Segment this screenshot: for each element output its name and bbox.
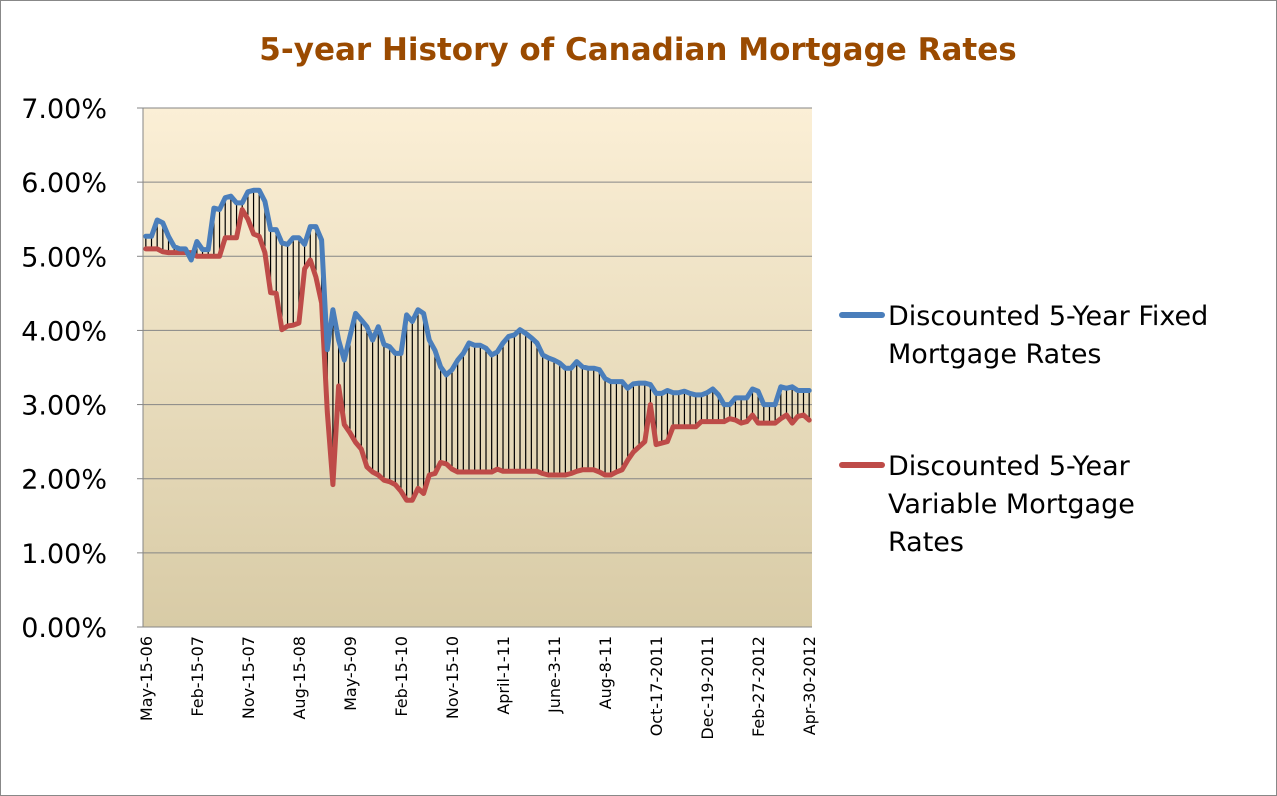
y-tick-label: 6.00% [21, 168, 107, 199]
drop-lines [145, 190, 810, 501]
y-tick-label: 3.00% [21, 391, 107, 422]
y-tick-label: 2.00% [21, 465, 107, 496]
legend-label: Mortgage Rates [888, 339, 1102, 370]
legend-label: Discounted 5-Year Fixed [888, 301, 1208, 332]
legend-entry-1: Discounted 5-Year Variable Mortgage Rates [839, 451, 1135, 558]
y-tick-label: 7.00% [21, 94, 107, 125]
x-tick-label: Feb-27-2012 [749, 636, 768, 737]
y-tick-label: 4.00% [21, 316, 107, 347]
x-tick-label: April-1-11 [494, 636, 513, 715]
x-tick-label: Oct-17-2011 [647, 636, 666, 736]
plot-area [143, 108, 812, 627]
series-line-0 [143, 187, 812, 408]
legend-label: Variable Mortgage [888, 489, 1135, 520]
x-axis-ticks: May-15-06 Feb-15-07 Nov-15-07 Aug-15-08 May-… [137, 636, 819, 740]
legend-label: Discounted 5-Year [888, 451, 1131, 482]
x-tick-label: Apr-30-2012 [800, 636, 819, 735]
y-tick-label: 0.00% [21, 613, 107, 644]
x-tick-label: May-15-06 [137, 636, 156, 721]
series-lines [143, 187, 812, 503]
y-tick-label: 1.00% [21, 539, 107, 570]
x-tick-label: Aug-8-11 [596, 636, 615, 709]
x-tick-label: Aug-15-08 [290, 636, 309, 720]
legend-entry-0: Discounted 5-Year Fixed Mortgage Rates [839, 301, 1208, 370]
chart-title: 5-year History of Canadian Mortgage Rate… [259, 32, 1016, 68]
gridlines [137, 107, 812, 628]
x-tick-label: Feb-15-10 [392, 636, 411, 717]
y-axis-ticks: 0.00% 1.00% 2.00% 3.00% 4.00% 5.00% 6.00% 7.00% [21, 94, 107, 644]
series-line-1 [143, 207, 812, 503]
x-tick-label: Feb-15-07 [188, 636, 207, 717]
legend-label: Rates [888, 527, 964, 558]
y-tick-label: 5.00% [21, 242, 107, 273]
x-tick-label: June-3-11 [545, 636, 564, 714]
x-tick-label: Nov-15-07 [239, 636, 258, 719]
x-tick-label: May-5-09 [341, 636, 360, 711]
x-tick-label: Nov-15-10 [443, 636, 462, 719]
x-tick-label: Dec-19-2011 [698, 636, 717, 740]
